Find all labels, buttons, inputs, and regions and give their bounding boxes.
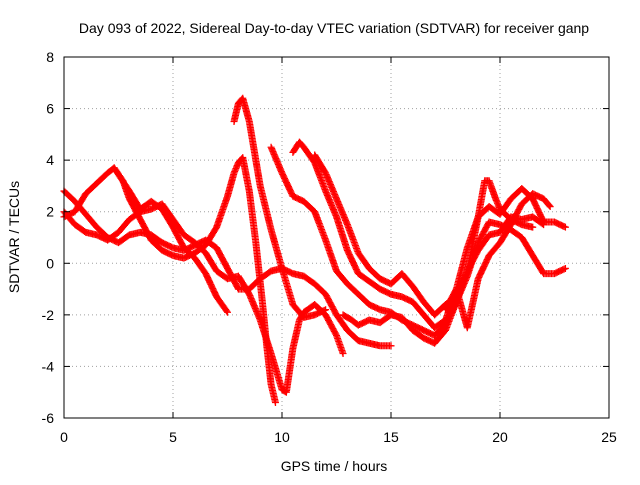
series-track-9 xyxy=(339,177,537,347)
marks-layer xyxy=(60,94,569,407)
series-track-4 xyxy=(110,164,231,316)
series-track-7 xyxy=(289,138,569,332)
data-point xyxy=(223,307,231,315)
data-point xyxy=(271,399,279,407)
grid-layer xyxy=(64,57,609,418)
data-point xyxy=(546,203,554,211)
y-tick-label: 6 xyxy=(46,101,54,117)
series-track-1 xyxy=(60,154,279,407)
y-tick-label: 8 xyxy=(46,49,54,65)
data-point xyxy=(561,264,569,272)
data-point xyxy=(538,220,546,228)
y-tick-label: 0 xyxy=(46,255,54,271)
y-tick-label: -2 xyxy=(42,307,55,323)
y-tick-label: 4 xyxy=(46,152,54,168)
data-point xyxy=(339,350,347,358)
x-tick-label: 10 xyxy=(274,429,290,445)
y-tick-label: 2 xyxy=(46,204,54,220)
y-tick-label: -6 xyxy=(42,410,55,426)
data-point xyxy=(561,223,569,231)
data-point xyxy=(529,223,537,231)
x-tick-label: 15 xyxy=(383,429,399,445)
series-track-10 xyxy=(442,190,554,332)
x-tick-label: 0 xyxy=(60,429,68,445)
x-tick-label: 25 xyxy=(601,429,617,445)
chart-title: Day 093 of 2022, Sidereal Day-to-day VTE… xyxy=(79,20,589,36)
data-point xyxy=(545,201,553,209)
data-point xyxy=(387,342,395,350)
data-point xyxy=(540,221,548,229)
x-axis-label: GPS time / hours xyxy=(281,458,388,474)
series-track-5 xyxy=(230,94,330,321)
y-tick-label: -4 xyxy=(42,358,55,374)
x-tick-label: 20 xyxy=(492,429,508,445)
series-track-8 xyxy=(311,151,548,319)
y-axis-label: SDTVAR / TECUs xyxy=(6,181,22,293)
ticks-layer: 0 5 10 15 20 25 -6 -4 -2 0 2 4 6 8 xyxy=(42,49,617,445)
data-point xyxy=(224,308,231,316)
data-point xyxy=(322,306,330,314)
x-tick-label: 5 xyxy=(169,429,177,445)
plot-frame xyxy=(63,56,610,419)
